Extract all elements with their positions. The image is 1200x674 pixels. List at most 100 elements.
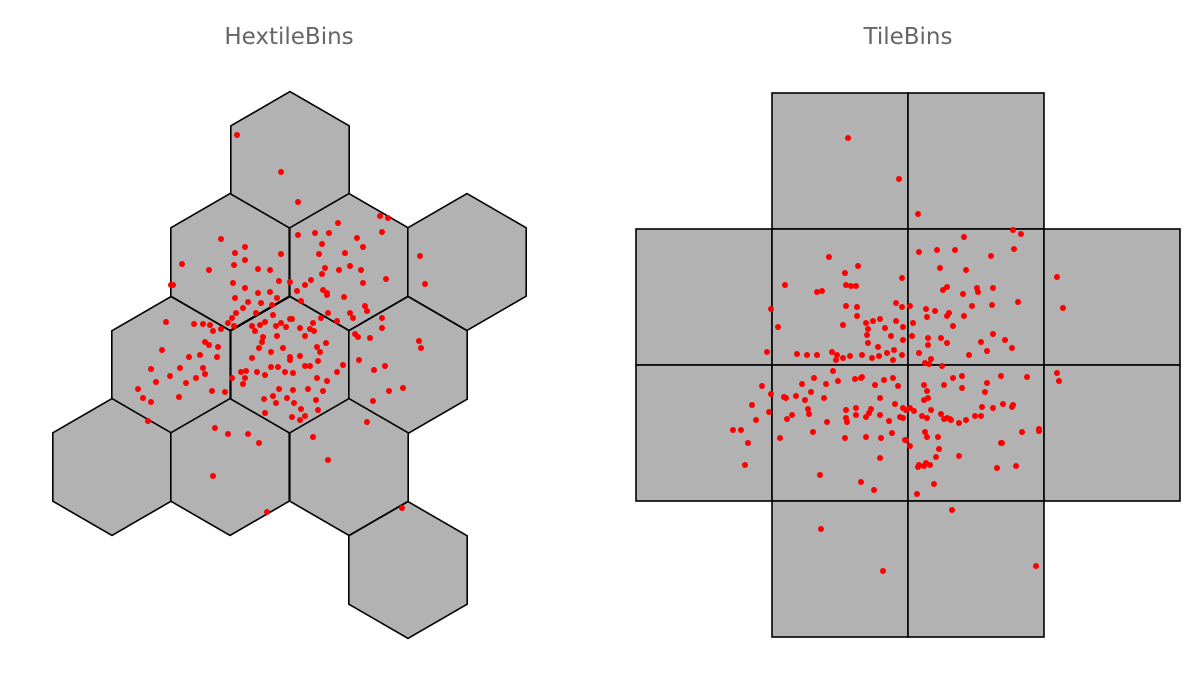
tile-bins-layer: [635, 92, 1181, 638]
data-point: [305, 386, 311, 392]
data-point: [245, 431, 251, 437]
data-point: [229, 315, 235, 321]
data-point: [994, 465, 1000, 471]
data-point: [969, 303, 975, 309]
data-point: [193, 375, 199, 381]
data-point: [842, 435, 848, 441]
data-point: [259, 339, 265, 345]
data-point: [944, 340, 950, 346]
data-point: [229, 375, 235, 381]
data-point: [824, 419, 830, 425]
data-point: [872, 382, 878, 388]
data-point: [274, 333, 280, 339]
data-point: [854, 313, 860, 319]
data-point: [915, 464, 921, 470]
data-point: [358, 267, 364, 273]
data-point: [316, 251, 322, 257]
data-point: [949, 507, 955, 513]
data-point: [249, 323, 255, 329]
data-point: [893, 300, 899, 306]
data-point: [842, 270, 848, 276]
data-point: [730, 427, 736, 433]
data-point: [302, 413, 308, 419]
data-point: [984, 380, 990, 386]
data-point: [915, 211, 921, 217]
data-point: [418, 345, 424, 351]
data-point: [322, 265, 328, 271]
data-point: [843, 303, 849, 309]
data-point: [1018, 231, 1024, 237]
data-point: [314, 375, 320, 381]
data-point: [810, 429, 816, 435]
data-point: [936, 446, 942, 452]
data-point: [888, 333, 894, 339]
data-point: [362, 303, 368, 309]
data-point: [878, 435, 884, 441]
data-point: [268, 364, 274, 370]
data-point: [882, 325, 888, 331]
data-point: [291, 400, 297, 406]
data-point: [847, 353, 853, 359]
data-point: [399, 505, 405, 511]
data-point: [759, 383, 765, 389]
data-point: [978, 339, 984, 345]
data-point: [963, 267, 969, 273]
data-point: [325, 310, 331, 316]
data-point: [821, 395, 827, 401]
data-point: [870, 318, 876, 324]
data-point: [148, 366, 154, 372]
tile-bins-panel: [635, 92, 1181, 638]
data-point: [422, 281, 428, 287]
data-point: [371, 367, 377, 373]
data-point: [880, 568, 886, 574]
tile-bin: [771, 500, 909, 638]
data-point: [308, 277, 314, 283]
data-point: [320, 388, 326, 394]
data-point: [360, 244, 366, 250]
data-point: [829, 349, 835, 355]
data-point: [260, 334, 266, 340]
data-point: [922, 429, 928, 435]
data-point: [843, 282, 849, 288]
data-point: [417, 253, 423, 259]
data-point: [360, 280, 366, 286]
data-point: [278, 251, 284, 257]
data-point: [840, 322, 846, 328]
data-point: [290, 387, 296, 393]
data-point: [893, 318, 899, 324]
data-point: [877, 395, 883, 401]
data-point: [385, 215, 391, 221]
data-point: [932, 308, 938, 314]
data-point: [808, 389, 814, 395]
data-point: [952, 247, 958, 253]
data-point: [230, 280, 236, 286]
data-point: [179, 261, 185, 267]
data-point: [270, 393, 276, 399]
data-point: [935, 434, 941, 440]
data-point: [255, 266, 261, 272]
data-point: [900, 405, 906, 411]
tile-bin: [635, 364, 773, 502]
data-point: [207, 322, 213, 328]
data-point: [956, 453, 962, 459]
data-point: [312, 230, 318, 236]
data-point: [324, 290, 330, 296]
data-point: [840, 355, 846, 361]
data-point: [950, 323, 956, 329]
data-point: [350, 315, 356, 321]
data-point: [784, 416, 790, 422]
data-point: [899, 352, 905, 358]
data-point: [225, 431, 231, 437]
data-point: [833, 357, 839, 363]
data-point: [907, 443, 913, 449]
data-point: [340, 362, 346, 368]
data-point: [297, 417, 303, 423]
data-point: [768, 391, 774, 397]
data-point: [802, 397, 808, 403]
data-point: [231, 323, 237, 329]
data-point: [924, 434, 930, 440]
data-point: [202, 371, 208, 377]
tile-bin: [635, 228, 773, 366]
data-point: [928, 407, 934, 413]
data-point: [982, 389, 988, 395]
